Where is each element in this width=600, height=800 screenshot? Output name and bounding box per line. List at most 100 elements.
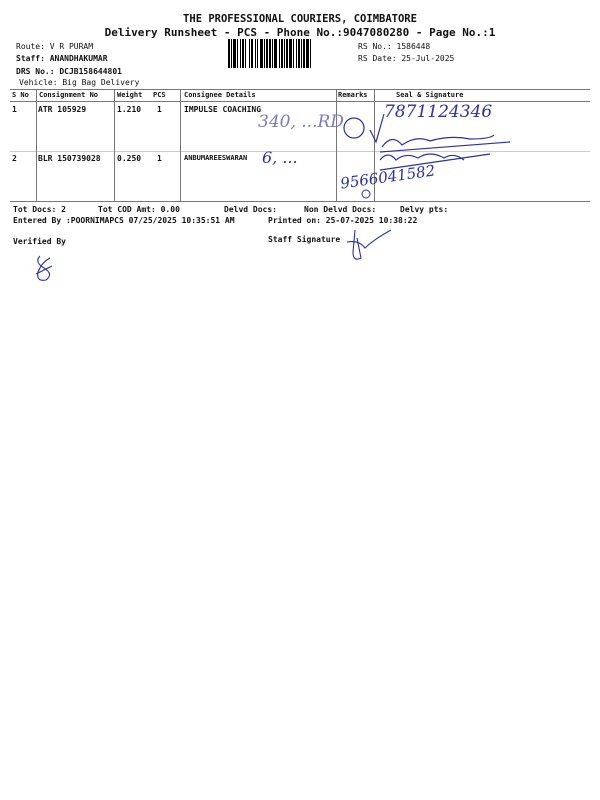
- table-top-border: [10, 89, 590, 90]
- table-header-border: [10, 101, 590, 102]
- col-pcs: PCS: [153, 91, 166, 99]
- col-divider: [114, 89, 115, 201]
- staff-signature-icon: [346, 229, 392, 260]
- barcode-bar: [263, 39, 264, 68]
- tot-docs: Tot Docs: 2: [13, 205, 66, 214]
- row1-consignment: ATR 105929: [38, 105, 87, 114]
- route: Route: V R PURAM: [16, 42, 94, 51]
- barcode-bar: [228, 39, 230, 68]
- barcode-bar: [264, 39, 265, 68]
- printed-on: Printed on: 25-07-2025 10:38:22: [268, 216, 418, 225]
- barcode-bar: [301, 39, 302, 68]
- barcode-bar: [244, 39, 245, 68]
- barcode-bar: [236, 39, 237, 68]
- barcode-bar: [306, 39, 309, 68]
- entered-by: Entered By :POORNIMAPCS 07/25/2025 10:35…: [13, 216, 235, 225]
- barcode-bar: [311, 39, 313, 68]
- barcode-bar: [233, 39, 236, 68]
- barcode-bar: [231, 39, 232, 68]
- row1-handwritten-phone: 7871124346: [384, 102, 493, 122]
- barcode-bar: [268, 39, 269, 68]
- barcode-bar: [237, 39, 238, 68]
- row2-consignment: BLR 150739028: [38, 154, 101, 163]
- barcode-bar: [238, 39, 240, 68]
- table-bottom-border: [10, 201, 590, 202]
- vehicle: Vehicle: Big Bag Delivery: [19, 78, 140, 87]
- barcode-bar: [272, 39, 273, 68]
- barcode-bar: [260, 39, 263, 68]
- col-consignment: Consignment No: [39, 91, 99, 99]
- barcode-bar: [303, 39, 305, 68]
- col-divider: [180, 89, 181, 201]
- barcode-bar: [300, 39, 301, 68]
- delvd-docs: Delvd Docs:: [224, 205, 277, 214]
- drs-no: DRS No.: DCJB158644801: [16, 67, 122, 76]
- col-divider: [336, 89, 337, 201]
- barcode-bar: [297, 39, 298, 68]
- barcode-bar: [258, 39, 260, 68]
- barcode-bar: [249, 39, 250, 68]
- barcode-bar: [266, 39, 268, 68]
- barcode-bar: [293, 39, 294, 68]
- barcode-bar: [279, 39, 280, 68]
- barcode-bar: [245, 39, 246, 68]
- staff-signature-label: Staff Signature: [268, 235, 341, 244]
- row1-signature-icon: [343, 113, 511, 153]
- company-title: THE PROFESSIONAL COURIERS, COIMBATORE: [183, 13, 417, 25]
- barcode-bar: [280, 39, 281, 68]
- barcode-bar: [265, 39, 266, 68]
- barcode-bar: [277, 39, 279, 68]
- row2-sno: 2: [12, 154, 17, 163]
- barcode-bar: [296, 39, 297, 68]
- col-remarks: Remarks: [338, 91, 368, 99]
- tot-cod-amt: Tot COD Amt: 0.00: [98, 205, 180, 214]
- barcode-bar: [285, 39, 286, 68]
- row2-handwritten-address: 6, ...: [262, 148, 298, 167]
- barcode-bar: [310, 39, 311, 68]
- row1-pcs: 1: [157, 105, 162, 114]
- row1-sno: 1: [12, 105, 17, 114]
- barcode-bar: [273, 39, 274, 68]
- row2-consignee: ANBUMAREESWARAN: [184, 154, 248, 162]
- barcode-bar: [256, 39, 257, 68]
- barcode-bar: [281, 39, 283, 68]
- barcode-bar: [294, 39, 296, 68]
- barcode-bar: [302, 39, 303, 68]
- row1-weight: 1.210: [117, 105, 142, 114]
- row2-signature-icon: [361, 153, 491, 199]
- row2-pcs: 1: [157, 154, 162, 163]
- verified-by: Verified By: [13, 237, 66, 246]
- barcode-bar: [246, 39, 249, 68]
- row-divider: [10, 151, 590, 152]
- rs-date: RS Date: 25-Jul-2025: [358, 54, 455, 63]
- barcode-bar: [284, 39, 285, 68]
- barcode-bar: [288, 39, 289, 68]
- barcode-bar: [305, 39, 306, 68]
- barcode-bar: [289, 39, 292, 68]
- staff: Staff: ANANDHAKUMAR: [16, 54, 108, 63]
- row1-consignee: IMPULSE COACHING: [184, 105, 262, 114]
- row2-weight: 0.250: [117, 154, 142, 163]
- barcode-bar: [271, 39, 272, 68]
- barcode-bar: [274, 39, 277, 68]
- row1-handwritten-address: 340, ...RD: [258, 112, 344, 132]
- non-delvd-docs: Non Delvd Docs:: [304, 205, 377, 214]
- barcode-bar: [269, 39, 271, 68]
- barcode: [228, 39, 350, 68]
- col-consignee: Consignee Details: [184, 91, 256, 99]
- barcode-bar: [253, 39, 255, 68]
- barcode-bar: [286, 39, 288, 68]
- col-seal-signature: Seal & Signature: [396, 91, 464, 99]
- barcode-bar: [251, 39, 253, 68]
- delvy-pts: Delvy pts:: [400, 205, 449, 214]
- barcode-bar: [241, 39, 242, 68]
- barcode-bar: [292, 39, 293, 68]
- barcode-bar: [232, 39, 233, 68]
- barcode-bar: [309, 39, 310, 68]
- col-weight: Weight: [117, 91, 143, 99]
- barcode-bar: [250, 39, 251, 68]
- barcode-bar: [240, 39, 241, 68]
- verifier-signature-icon: [35, 255, 53, 281]
- col-divider: [374, 89, 375, 201]
